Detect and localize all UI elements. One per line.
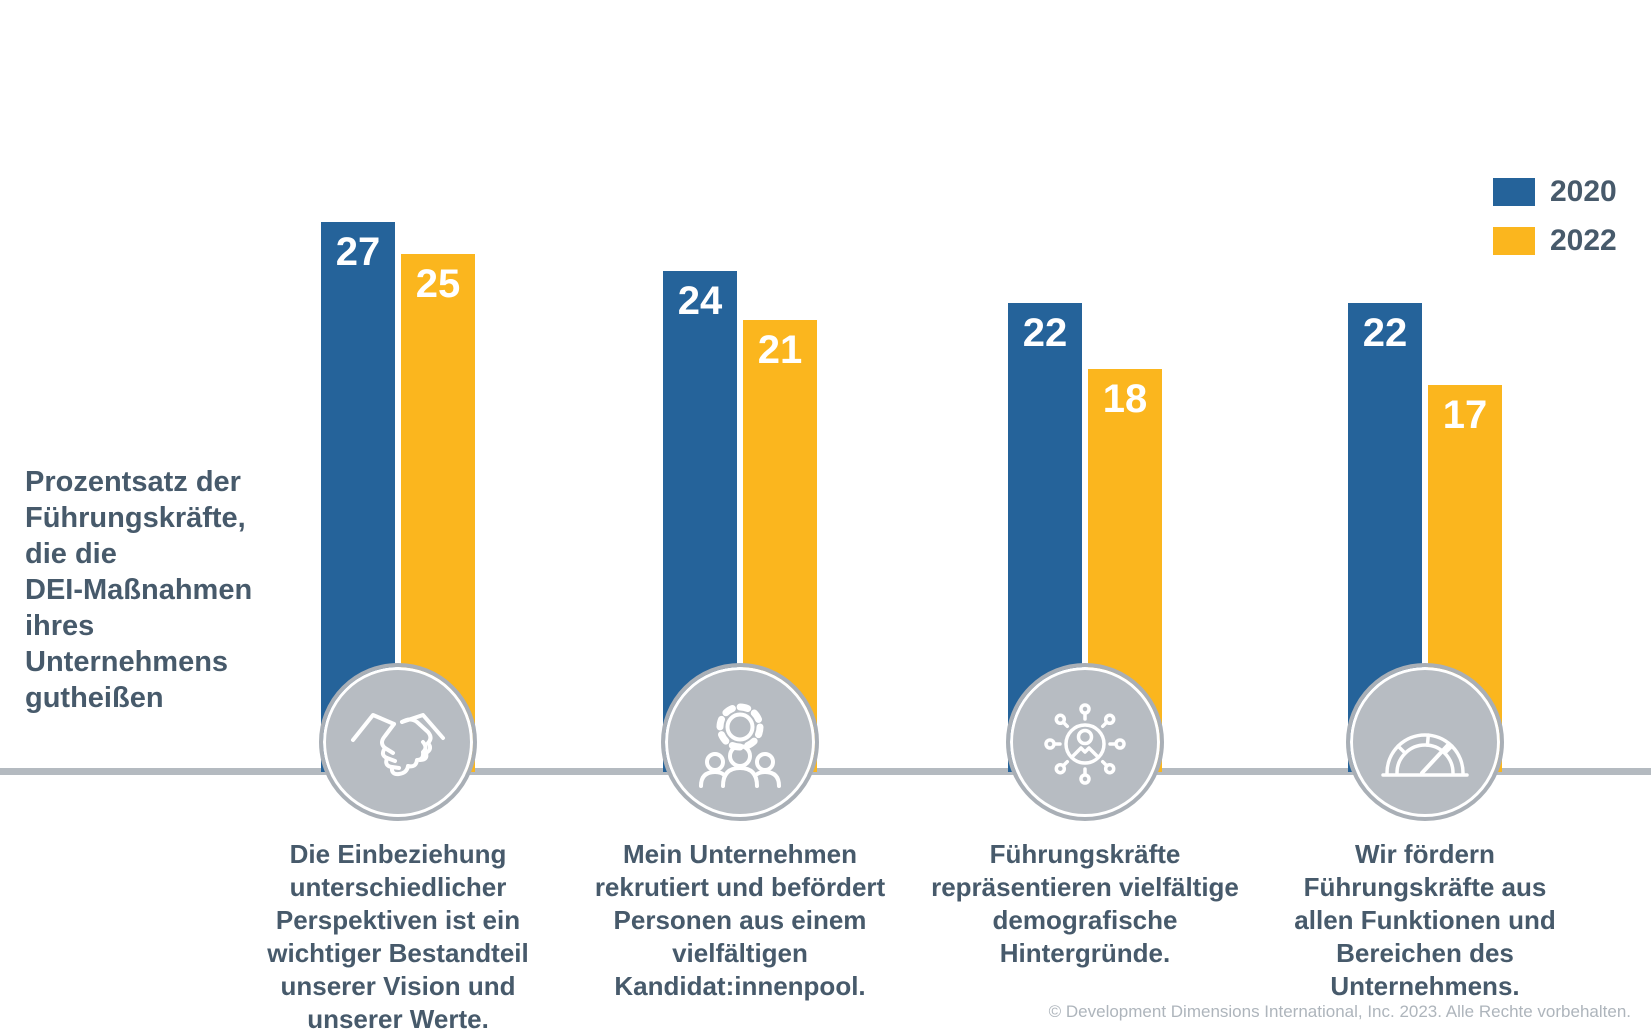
bar-value-label: 21: [757, 328, 803, 372]
category-icon-circle: [1346, 663, 1504, 821]
category-label: Die Einbeziehung unterschiedlicher Persp…: [267, 839, 529, 1034]
legend-label-2022: 2022: [1550, 224, 1617, 257]
category-icon-circle: [1006, 663, 1164, 821]
gauge-icon: [1381, 733, 1469, 777]
bar-value-label: 27: [335, 230, 381, 274]
copyright-notice: © Development Dimensions International, …: [1048, 1002, 1631, 1021]
category-label: Wir fördern Führungskräfte aus allen Fun…: [1294, 839, 1556, 1001]
legend-item-2020: 2020: [1493, 175, 1617, 209]
category-label: Führungskräfte repräsentieren vielfältig…: [931, 839, 1239, 968]
legend-item-2022: 2022: [1493, 224, 1617, 258]
bar-value-label: 18: [1102, 377, 1148, 421]
category-label: Mein Unternehmen rekrutiert und beförder…: [594, 839, 886, 1001]
chart-title: Prozentsatz der Führungskräfte, die die …: [25, 466, 253, 714]
chart-legend: 2020 2022: [1493, 175, 1617, 258]
person-network-icon: [1044, 703, 1126, 785]
chart-baseline: [0, 768, 1651, 775]
bar-value-label: 17: [1442, 393, 1488, 437]
legend-swatch-2020: [1493, 178, 1535, 206]
category-icon-circle: [661, 663, 819, 821]
bar-value-label: 24: [677, 279, 723, 323]
category-icon-circle: [319, 663, 477, 821]
handshake-icon: [351, 713, 445, 777]
bar-value-label: 22: [1022, 311, 1068, 355]
bar-value-label: 25: [415, 262, 461, 306]
gear-people-icon: [699, 703, 781, 788]
legend-swatch-2022: [1493, 227, 1535, 255]
bar-value-label: 22: [1362, 311, 1408, 355]
legend-label-2020: 2020: [1550, 175, 1617, 208]
